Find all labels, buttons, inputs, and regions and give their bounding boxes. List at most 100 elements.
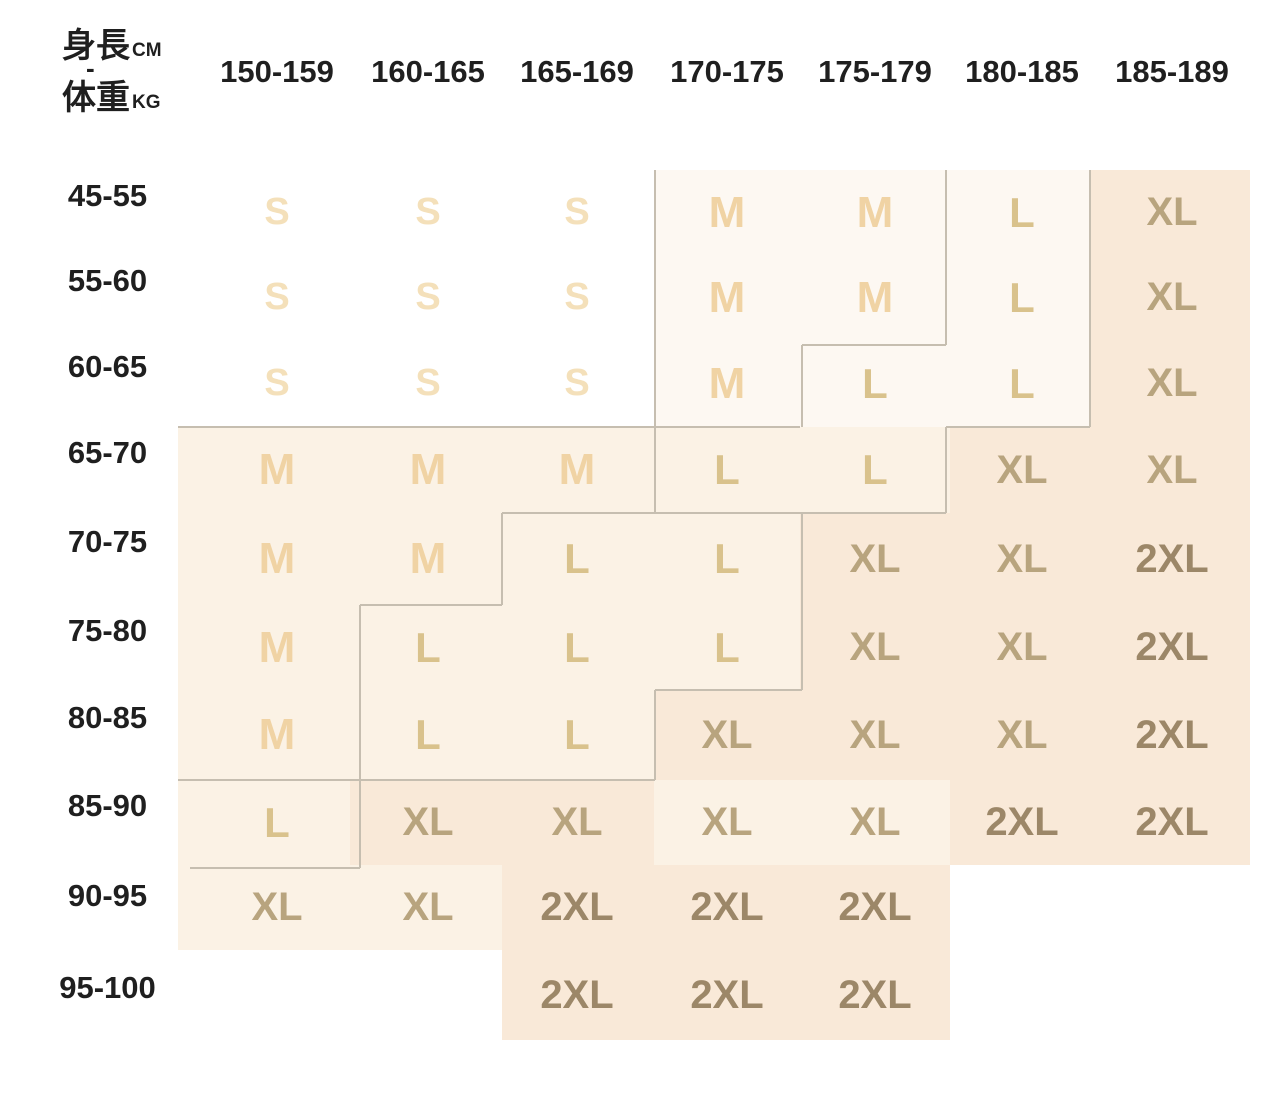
size-cell: 2XL [838,885,912,929]
size-cell: S [415,191,441,233]
size-cell: XL [701,800,753,844]
cell-bg-tile [950,513,1090,605]
row-label-75-80: 75-80 [67,612,148,648]
cell-bg-tile [654,340,800,427]
size-cell: L [714,446,740,493]
size-cell: 2XL [1135,712,1209,757]
size-cell: XL [551,800,603,844]
cell-bg-tile [654,427,800,513]
size-cell: XL [402,800,454,844]
size-cell: L [714,535,740,582]
size-cell: L [1009,188,1035,236]
col-header-175-179: 175-179 [818,54,932,89]
cell-bg-tile [502,865,654,950]
cell-bg-tile [800,605,950,690]
cell-bg-tile [950,780,1090,865]
size-cell: L [564,623,590,671]
size-cell: 2XL [1135,536,1209,581]
size-cell: M [258,622,296,672]
size-cell: XL [1146,275,1198,319]
cell-bg-tile [800,690,950,780]
col-header-160-165: 160-165 [371,54,485,89]
cell-bg-tile [950,605,1090,690]
height-axis-label: 身長 CM [62,26,162,64]
size-cell: 2XL [1135,625,1209,669]
size-cell: L [862,446,888,493]
row-label-90-95: 90-95 [67,877,148,913]
size-cell: 2XL [690,972,764,1017]
row-label-85-90: 85-90 [67,787,148,823]
weight-axis-label: 体重 KG [62,78,162,116]
col-header-170-175: 170-175 [670,54,784,89]
size-cell: S [264,276,290,318]
cell-bg-tile [178,427,350,513]
size-cell: XL [996,625,1048,669]
cell-bg-tile [502,605,654,690]
size-cell: L [415,711,441,758]
cell-bg-tile [950,170,1090,255]
size-cell: S [264,191,290,233]
size-cell: XL [996,536,1048,581]
size-cell: M [409,445,447,494]
size-cell: XL [996,447,1048,492]
size-cell: 2XL [540,972,614,1017]
size-cell: S [564,276,590,318]
cell-bg-tile [1090,780,1250,865]
size-cell: M [856,187,894,237]
col-header-180-185: 180-185 [965,54,1079,89]
size-cell: S [564,362,590,404]
size-cell: L [862,359,888,407]
size-cell: XL [1146,190,1198,234]
cell-bg-tile [950,340,1090,427]
size-cell: XL [849,536,901,581]
size-cell: S [264,362,290,404]
size-cell: 2XL [1135,800,1209,844]
size-cell: M [708,358,746,408]
cell-bg-tile [654,605,800,690]
size-cell: M [258,710,296,759]
row-label-65-70: 65-70 [67,435,148,470]
row-label-80-85: 80-85 [67,700,148,735]
row-label-45-55: 45-55 [67,177,148,213]
size-cell: M [258,534,296,583]
cell-bg-tile [502,690,654,780]
size-cell: XL [1146,361,1198,405]
cell-bg-tile [800,170,950,255]
size-cell: L [415,623,441,671]
cell-bg-tile [654,865,800,950]
cell-bg-tile [800,340,950,427]
cell-bg-tile [654,950,800,1040]
cell-bg-tile [654,255,800,340]
size-cell: L [1009,273,1035,321]
cell-bg-tile [350,513,502,605]
cell-bg-tile [1090,340,1250,427]
cell-bg-tile [350,865,502,950]
cell-bg-tile [800,780,950,865]
col-header-165-169: 165-169 [520,54,634,89]
cell-bg-tile [654,780,800,865]
cell-bg-tile [654,170,800,255]
size-cell: S [415,276,441,318]
cell-bg-tile [800,255,950,340]
size-cell: M [708,272,746,322]
col-header-185-189: 185-189 [1115,54,1229,89]
cell-bg-tile [350,427,502,513]
weight-label: 体重 [62,79,130,117]
cell-bg-tile [1090,690,1250,780]
size-cell: XL [849,625,901,669]
size-cell: M [856,272,894,322]
size-cell: XL [996,712,1048,757]
axis-legend: 身長 CM - 体重 KG [62,26,162,116]
legend-separator: - [86,53,95,83]
size-cell: XL [402,885,454,929]
cell-bg-tile [350,605,502,690]
height-unit: CM [132,40,162,61]
size-cell: L [1009,359,1035,407]
cell-bg-tile [1090,170,1250,255]
size-cell: 2XL [985,800,1059,844]
size-cell: XL [849,712,901,757]
cell-bg-tile [654,690,800,780]
cell-bg-tile [178,605,350,690]
